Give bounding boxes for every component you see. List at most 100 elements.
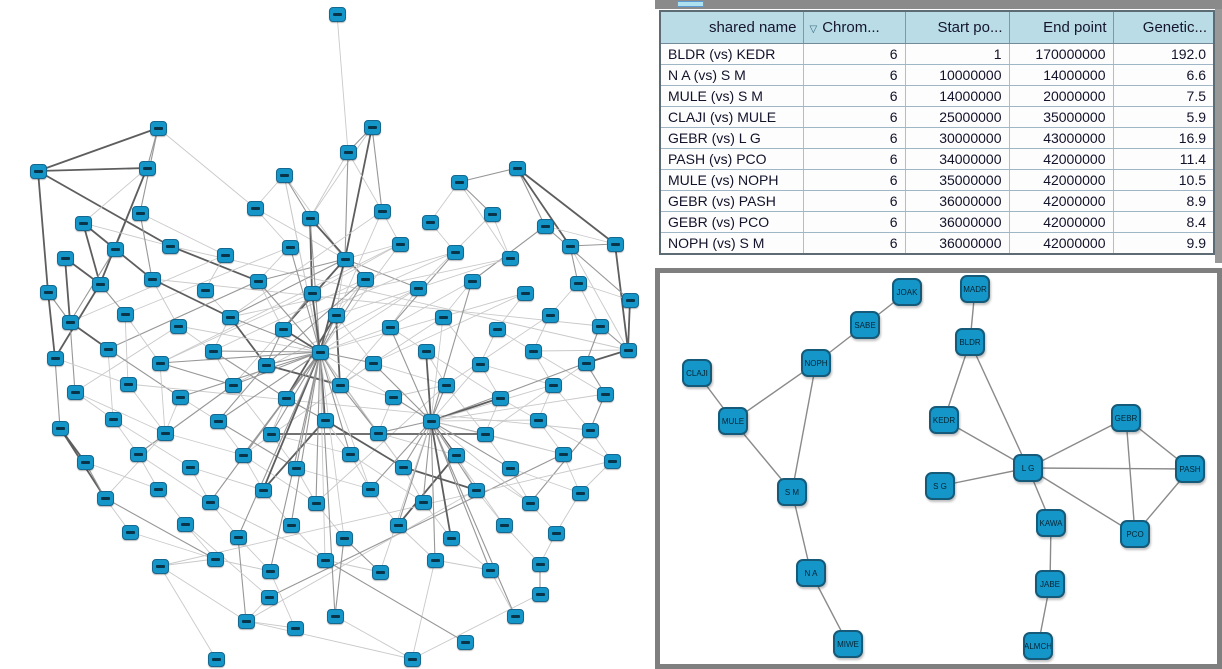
network-node[interactable] <box>151 355 169 371</box>
network-node[interactable] <box>181 459 199 475</box>
network-node[interactable] <box>261 563 279 579</box>
network-node[interactable] <box>531 586 549 602</box>
column-header-chromosome[interactable]: ▽ Chrom... <box>803 12 906 44</box>
node-joak[interactable]: JOAK <box>892 278 922 306</box>
column-header-start-position[interactable]: Start po... <box>905 12 1010 44</box>
network-node[interactable] <box>301 210 319 226</box>
table-row[interactable]: GEBR (vs) PCO 6 36000000 42000000 8.4 <box>661 211 1213 233</box>
network-node[interactable] <box>501 250 519 266</box>
network-node[interactable] <box>571 485 589 501</box>
network-node[interactable] <box>621 292 639 308</box>
network-node[interactable] <box>61 314 79 330</box>
network-node[interactable] <box>286 620 304 636</box>
network-node[interactable] <box>209 413 227 429</box>
network-node[interactable] <box>249 273 267 289</box>
network-node[interactable] <box>529 412 547 428</box>
network-node[interactable] <box>471 356 489 372</box>
network-node[interactable] <box>161 238 179 254</box>
network-node[interactable] <box>364 355 382 371</box>
network-node[interactable] <box>74 215 92 231</box>
network-node[interactable] <box>262 426 280 442</box>
table-row[interactable]: N A (vs) S M 6 10000000 14000000 6.6 <box>661 64 1213 86</box>
node-almch[interactable]: ALMCH <box>1023 632 1053 660</box>
network-node[interactable] <box>591 318 609 334</box>
network-node[interactable] <box>129 446 147 462</box>
network-node[interactable] <box>531 556 549 572</box>
table-row[interactable]: MULE (vs) NOPH 6 35000000 42000000 10.5 <box>661 169 1213 191</box>
network-node[interactable] <box>207 651 225 667</box>
network-node[interactable] <box>104 411 122 427</box>
network-node[interactable] <box>96 490 114 506</box>
network-node[interactable] <box>196 282 214 298</box>
network-node[interactable] <box>169 318 187 334</box>
network-node[interactable] <box>389 517 407 533</box>
network-node[interactable] <box>51 420 69 436</box>
network-node[interactable] <box>201 494 219 510</box>
network-node[interactable] <box>561 238 579 254</box>
network-node[interactable] <box>234 447 252 463</box>
table-row[interactable]: BLDR (vs) KEDR 6 1 170000000 192.0 <box>661 43 1213 65</box>
network-node[interactable] <box>277 390 295 406</box>
network-node[interactable] <box>403 651 421 667</box>
network-node[interactable] <box>316 412 334 428</box>
network-node[interactable] <box>544 377 562 393</box>
table-row[interactable]: MULE (vs) S M 6 14000000 20000000 7.5 <box>661 85 1213 107</box>
network-node[interactable] <box>206 551 224 567</box>
table-scrollbar[interactable] <box>1215 9 1222 263</box>
network-node[interactable] <box>138 160 156 176</box>
node-miwe[interactable]: MIWE <box>833 630 863 658</box>
network-node[interactable] <box>450 174 468 190</box>
network-node[interactable] <box>143 271 161 287</box>
network-node[interactable] <box>307 495 325 511</box>
network-node[interactable] <box>260 589 278 605</box>
network-node[interactable] <box>569 275 587 291</box>
network-node[interactable] <box>156 425 174 441</box>
network-node[interactable] <box>394 459 412 475</box>
network-node[interactable] <box>121 524 139 540</box>
column-header-end-point[interactable]: End point <box>1009 12 1114 44</box>
node-noph[interactable]: NOPH <box>801 349 831 377</box>
node-n-a[interactable]: N A <box>796 559 826 587</box>
node-madr[interactable]: MADR <box>960 275 990 303</box>
network-node[interactable] <box>216 247 234 263</box>
network-node[interactable] <box>56 250 74 266</box>
network-node[interactable] <box>39 284 57 300</box>
network-node[interactable] <box>326 608 344 624</box>
node-s-g[interactable]: S G <box>925 472 955 500</box>
network-node[interactable] <box>554 446 572 462</box>
node-s-m[interactable]: S M <box>777 478 807 506</box>
table-row[interactable]: GEBR (vs) PASH 6 36000000 42000000 8.9 <box>661 190 1213 212</box>
node-sabe[interactable]: SABE <box>850 311 880 339</box>
node-jabe[interactable]: JABE <box>1035 570 1065 598</box>
node-bldr[interactable]: BLDR <box>955 328 985 356</box>
network-node[interactable] <box>303 285 321 301</box>
network-node[interactable] <box>275 167 293 183</box>
network-node[interactable] <box>149 481 167 497</box>
network-node[interactable] <box>456 634 474 650</box>
table-row[interactable]: CLAJI (vs) MULE 6 25000000 35000000 5.9 <box>661 106 1213 128</box>
network-node[interactable] <box>506 608 524 624</box>
network-node[interactable] <box>373 203 391 219</box>
node-pash[interactable]: PASH <box>1175 455 1205 483</box>
network-node[interactable] <box>491 390 509 406</box>
network-node[interactable] <box>501 460 519 476</box>
network-node[interactable] <box>257 357 275 373</box>
node-claji[interactable]: CLAJI <box>682 359 712 387</box>
network-node[interactable] <box>339 144 357 160</box>
network-node[interactable] <box>224 377 242 393</box>
network-node[interactable] <box>282 517 300 533</box>
sub-network-view[interactable]: JOAK SABE MADR BLDR NOPH CLAJI MULE KEDR GEBR L G… <box>660 273 1217 664</box>
network-node[interactable] <box>327 307 345 323</box>
network-node[interactable] <box>446 244 464 260</box>
network-node[interactable] <box>46 350 64 366</box>
network-node[interactable] <box>254 482 272 498</box>
network-node[interactable] <box>426 552 444 568</box>
table-row[interactable]: GEBR (vs) L G 6 30000000 43000000 16.9 <box>661 127 1213 149</box>
network-node[interactable] <box>335 530 353 546</box>
network-node[interactable] <box>409 280 427 296</box>
network-node[interactable] <box>414 494 432 510</box>
filter-icon[interactable]: ▽ <box>809 23 818 35</box>
network-node[interactable] <box>581 422 599 438</box>
network-node[interactable] <box>331 377 349 393</box>
network-node[interactable] <box>508 160 526 176</box>
